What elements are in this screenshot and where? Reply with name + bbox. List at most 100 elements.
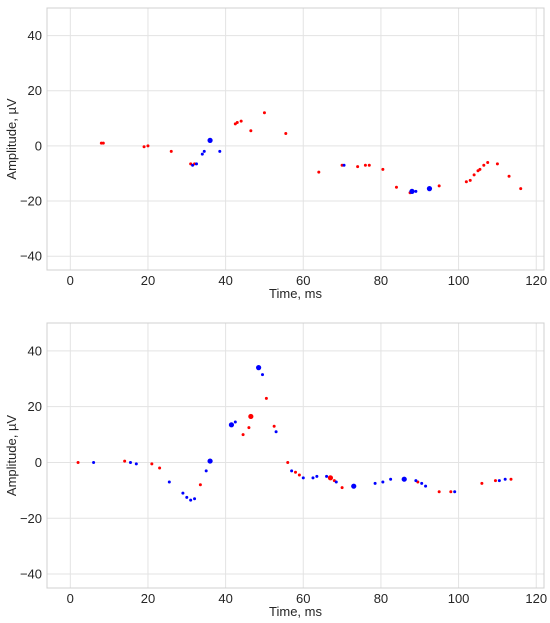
data-point: [342, 163, 346, 167]
data-point: [262, 111, 266, 115]
data-point: [493, 479, 497, 483]
data-point: [189, 498, 193, 502]
data-point: [472, 173, 476, 177]
y-tick-label: 20: [28, 83, 42, 98]
data-point: [134, 462, 138, 466]
y-tick-label: 40: [28, 28, 42, 43]
y-axis-label: Amplitude, µV: [4, 415, 19, 497]
data-point: [169, 149, 173, 153]
data-point: [290, 469, 294, 473]
data-point: [495, 162, 499, 166]
data-point: [437, 490, 441, 494]
data-point: [198, 483, 202, 487]
y-tick-label: −40: [20, 249, 42, 264]
data-point: [389, 477, 393, 481]
data-point: [294, 470, 297, 474]
data-point: [241, 433, 245, 437]
y-tick-label: −20: [20, 511, 42, 526]
data-point: [311, 476, 315, 480]
data-point: [507, 174, 511, 178]
data-point: [185, 495, 189, 499]
x-tick-label: 40: [218, 591, 232, 606]
data-point: [449, 490, 453, 494]
data-point: [437, 184, 441, 188]
x-tick-label: 120: [525, 591, 547, 606]
data-point: [218, 149, 222, 153]
data-point: [497, 479, 501, 483]
data-point: [167, 480, 171, 484]
data-point: [284, 131, 288, 135]
data-point: [468, 178, 472, 182]
y-tick-label: −20: [20, 194, 42, 209]
y-tick-label: 0: [35, 455, 42, 470]
data-point: [424, 484, 428, 488]
series-1: [76, 396, 513, 494]
y-axis-label: Amplitude, µV: [4, 98, 19, 180]
data-point: [286, 460, 290, 464]
data-point: [301, 476, 305, 480]
data-point: [146, 144, 150, 148]
data-point: [228, 422, 235, 428]
x-axis-label: Time, ms: [269, 286, 322, 301]
data-point: [264, 396, 268, 400]
series-2: [92, 365, 507, 502]
data-point: [503, 477, 507, 481]
data-point: [401, 476, 407, 482]
data-point: [426, 186, 433, 192]
data-point: [150, 462, 154, 466]
data-point: [92, 460, 96, 464]
data-point: [351, 483, 357, 489]
data-point: [297, 473, 301, 477]
plot-frame: [46, 322, 545, 589]
data-point: [76, 460, 80, 464]
data-point: [123, 459, 127, 463]
data-point: [202, 149, 206, 153]
x-tick-label: 80: [374, 591, 388, 606]
x-tick-label: 100: [448, 273, 470, 288]
data-point: [480, 481, 484, 485]
series-2: [191, 137, 433, 194]
data-point: [334, 480, 338, 484]
x-tick-label: 80: [374, 273, 388, 288]
data-point: [367, 163, 371, 167]
data-point: [248, 413, 254, 420]
data-point: [315, 474, 319, 478]
y-tick-label: 40: [28, 343, 42, 358]
data-point: [158, 466, 162, 470]
data-point: [249, 129, 253, 133]
data-point: [340, 486, 344, 490]
data-point: [453, 490, 457, 494]
data-point: [274, 430, 278, 434]
data-point: [194, 162, 198, 166]
chart-panel-2: 0 20 40 60 80 100 120 40 20 0 −20 −40 Time, ms Amplit…: [4, 322, 547, 619]
data-point: [482, 163, 486, 167]
x-axis-label: Time, ms: [269, 604, 322, 618]
x-tick-label: 20: [141, 591, 155, 606]
data-point: [509, 477, 513, 481]
plot-frame: [46, 7, 545, 271]
data-point: [235, 120, 239, 124]
data-point: [414, 479, 418, 483]
data-point: [414, 189, 418, 193]
data-point: [409, 188, 415, 194]
x-tick-label: 120: [525, 273, 547, 288]
x-tick-label: 60: [296, 591, 310, 606]
data-point: [381, 480, 385, 484]
data-point: [128, 460, 132, 464]
data-point: [233, 420, 237, 424]
data-point: [207, 458, 213, 464]
data-point: [394, 185, 398, 189]
data-point: [327, 475, 334, 481]
data-point: [101, 141, 105, 145]
data-point: [325, 474, 329, 478]
data-point: [363, 163, 367, 167]
data-point: [317, 170, 321, 174]
data-point: [478, 167, 482, 171]
data-point: [420, 481, 424, 485]
data-point: [256, 365, 262, 371]
chart-panel-1: 0 20 40 60 80 100 120 40 20 0 −20 −40 Time, ms Amplit…: [4, 7, 547, 301]
y-tick-label: 0: [35, 138, 42, 153]
data-point: [260, 373, 264, 377]
